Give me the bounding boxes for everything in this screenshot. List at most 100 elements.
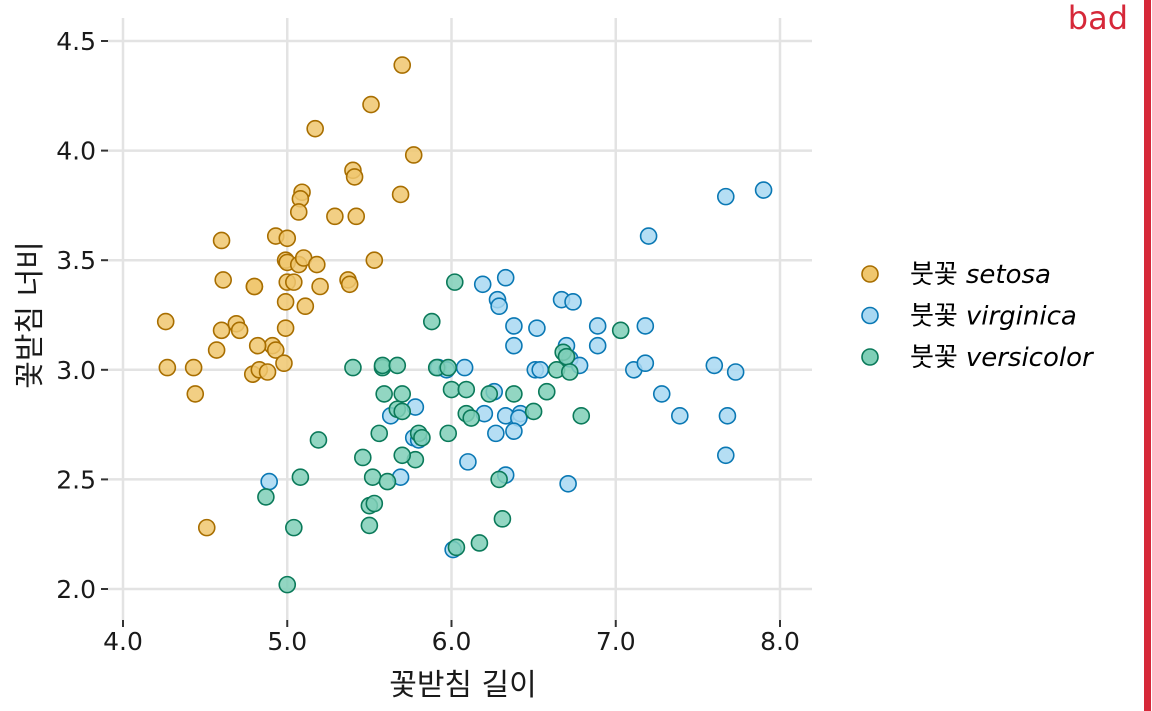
point-setosa <box>393 56 412 74</box>
point-versicolor <box>393 402 412 421</box>
point-versicolor <box>457 380 476 399</box>
point-setosa <box>258 363 277 381</box>
legend-marker-versicolor <box>861 348 879 366</box>
point-setosa <box>156 312 175 331</box>
point-versicolor <box>393 385 412 403</box>
legend: 붓꽃 setosa 붓꽃 virginica 붓꽃 versicolor <box>861 260 1095 373</box>
point-setosa <box>308 255 326 274</box>
y-tick-label: 2.5 <box>56 465 96 494</box>
point-versicolor <box>413 428 431 447</box>
points <box>156 56 773 594</box>
point-setosa <box>214 271 232 289</box>
point-versicolor <box>462 409 481 427</box>
point-virginica <box>260 472 278 491</box>
point-versicolor <box>505 385 523 403</box>
point-setosa <box>362 95 380 114</box>
point-versicolor <box>354 448 372 467</box>
point-versicolor <box>439 358 458 377</box>
point-setosa <box>285 273 303 291</box>
point-versicolor <box>378 472 397 491</box>
point-virginica <box>754 181 773 199</box>
point-virginica <box>505 422 523 440</box>
legend-marker-setosa <box>861 265 879 283</box>
y-tick-label: 3.0 <box>56 356 96 385</box>
point-versicolor <box>442 380 461 399</box>
point-setosa <box>340 275 359 294</box>
x-tick-label: 6.0 <box>432 627 472 656</box>
point-versicolor <box>285 518 303 537</box>
x-tick-label: 5.0 <box>267 627 307 656</box>
point-setosa <box>275 354 293 373</box>
point-versicolor <box>490 470 508 489</box>
point-versicolor <box>344 358 362 377</box>
legend-marker-virginica <box>861 306 879 325</box>
point-virginica <box>531 360 549 379</box>
point-versicolor <box>439 424 458 443</box>
point-versicolor <box>309 431 328 449</box>
point-versicolor <box>375 385 393 403</box>
point-setosa <box>347 207 366 226</box>
point-virginica <box>528 319 546 337</box>
point-setosa <box>345 168 364 186</box>
point-setosa <box>276 319 295 337</box>
point-setosa <box>289 203 308 221</box>
legend-prefix: 붓꽃 <box>910 302 958 332</box>
point-setosa <box>326 207 344 226</box>
point-virginica <box>564 293 582 311</box>
point-virginica <box>639 227 658 245</box>
point-virginica <box>473 275 492 294</box>
point-versicolor <box>470 534 489 552</box>
point-versicolor <box>611 321 630 340</box>
point-setosa <box>276 293 295 311</box>
point-versicolor <box>373 356 392 375</box>
point-versicolor <box>480 385 499 403</box>
point-setosa <box>365 251 384 270</box>
point-versicolor <box>493 510 512 528</box>
point-versicolor <box>363 468 382 487</box>
point-setosa <box>184 358 203 377</box>
point-virginica <box>490 297 508 316</box>
point-setosa <box>212 321 231 340</box>
bad-label: bad <box>1068 0 1128 37</box>
point-setosa <box>404 146 423 164</box>
point-versicolor <box>370 424 389 443</box>
point-virginica <box>496 268 515 287</box>
point-versicolor <box>291 468 310 487</box>
legend-label-versicolor: 붓꽃 versicolor <box>910 343 1095 373</box>
legend-label-setosa: 붓꽃 setosa <box>910 260 1051 290</box>
x-tick-label: 7.0 <box>596 627 636 656</box>
y-tick-label: 4.0 <box>56 137 96 166</box>
legend-label-virginica: 붓꽃 virginica <box>910 302 1077 332</box>
y-axis-label: 꽃받침 너비 <box>13 241 48 389</box>
tick-labels: 4.0 5.0 6.0 7.0 8.0 2.0 2.5 3.0 3.5 4.0 4.5 <box>56 27 800 656</box>
point-virginica <box>652 385 671 403</box>
bad-indicator-bar <box>1144 0 1151 711</box>
point-versicolor <box>393 446 412 465</box>
point-versicolor <box>445 273 464 291</box>
legend-species: versicolor <box>966 343 1095 373</box>
point-setosa <box>245 277 264 296</box>
point-virginica <box>505 336 523 355</box>
point-virginica <box>459 453 477 471</box>
y-tick-label: 2.0 <box>56 575 96 604</box>
point-virginica <box>726 363 745 381</box>
point-virginica <box>505 317 523 335</box>
grid <box>101 18 812 627</box>
point-virginica <box>718 407 737 425</box>
point-virginica <box>588 317 607 335</box>
point-setosa <box>391 185 410 204</box>
legend-prefix: 붓꽃 <box>910 260 958 290</box>
point-setosa <box>230 321 249 340</box>
point-virginica <box>671 407 689 425</box>
x-tick-label: 8.0 <box>760 627 800 656</box>
point-versicolor <box>365 494 384 513</box>
point-versicolor <box>388 356 407 375</box>
point-virginica <box>636 317 655 335</box>
point-setosa <box>311 277 329 296</box>
point-versicolor <box>278 575 297 594</box>
point-virginica <box>588 336 607 355</box>
point-versicolor <box>257 488 275 506</box>
point-versicolor <box>537 382 556 401</box>
point-setosa <box>296 297 315 316</box>
